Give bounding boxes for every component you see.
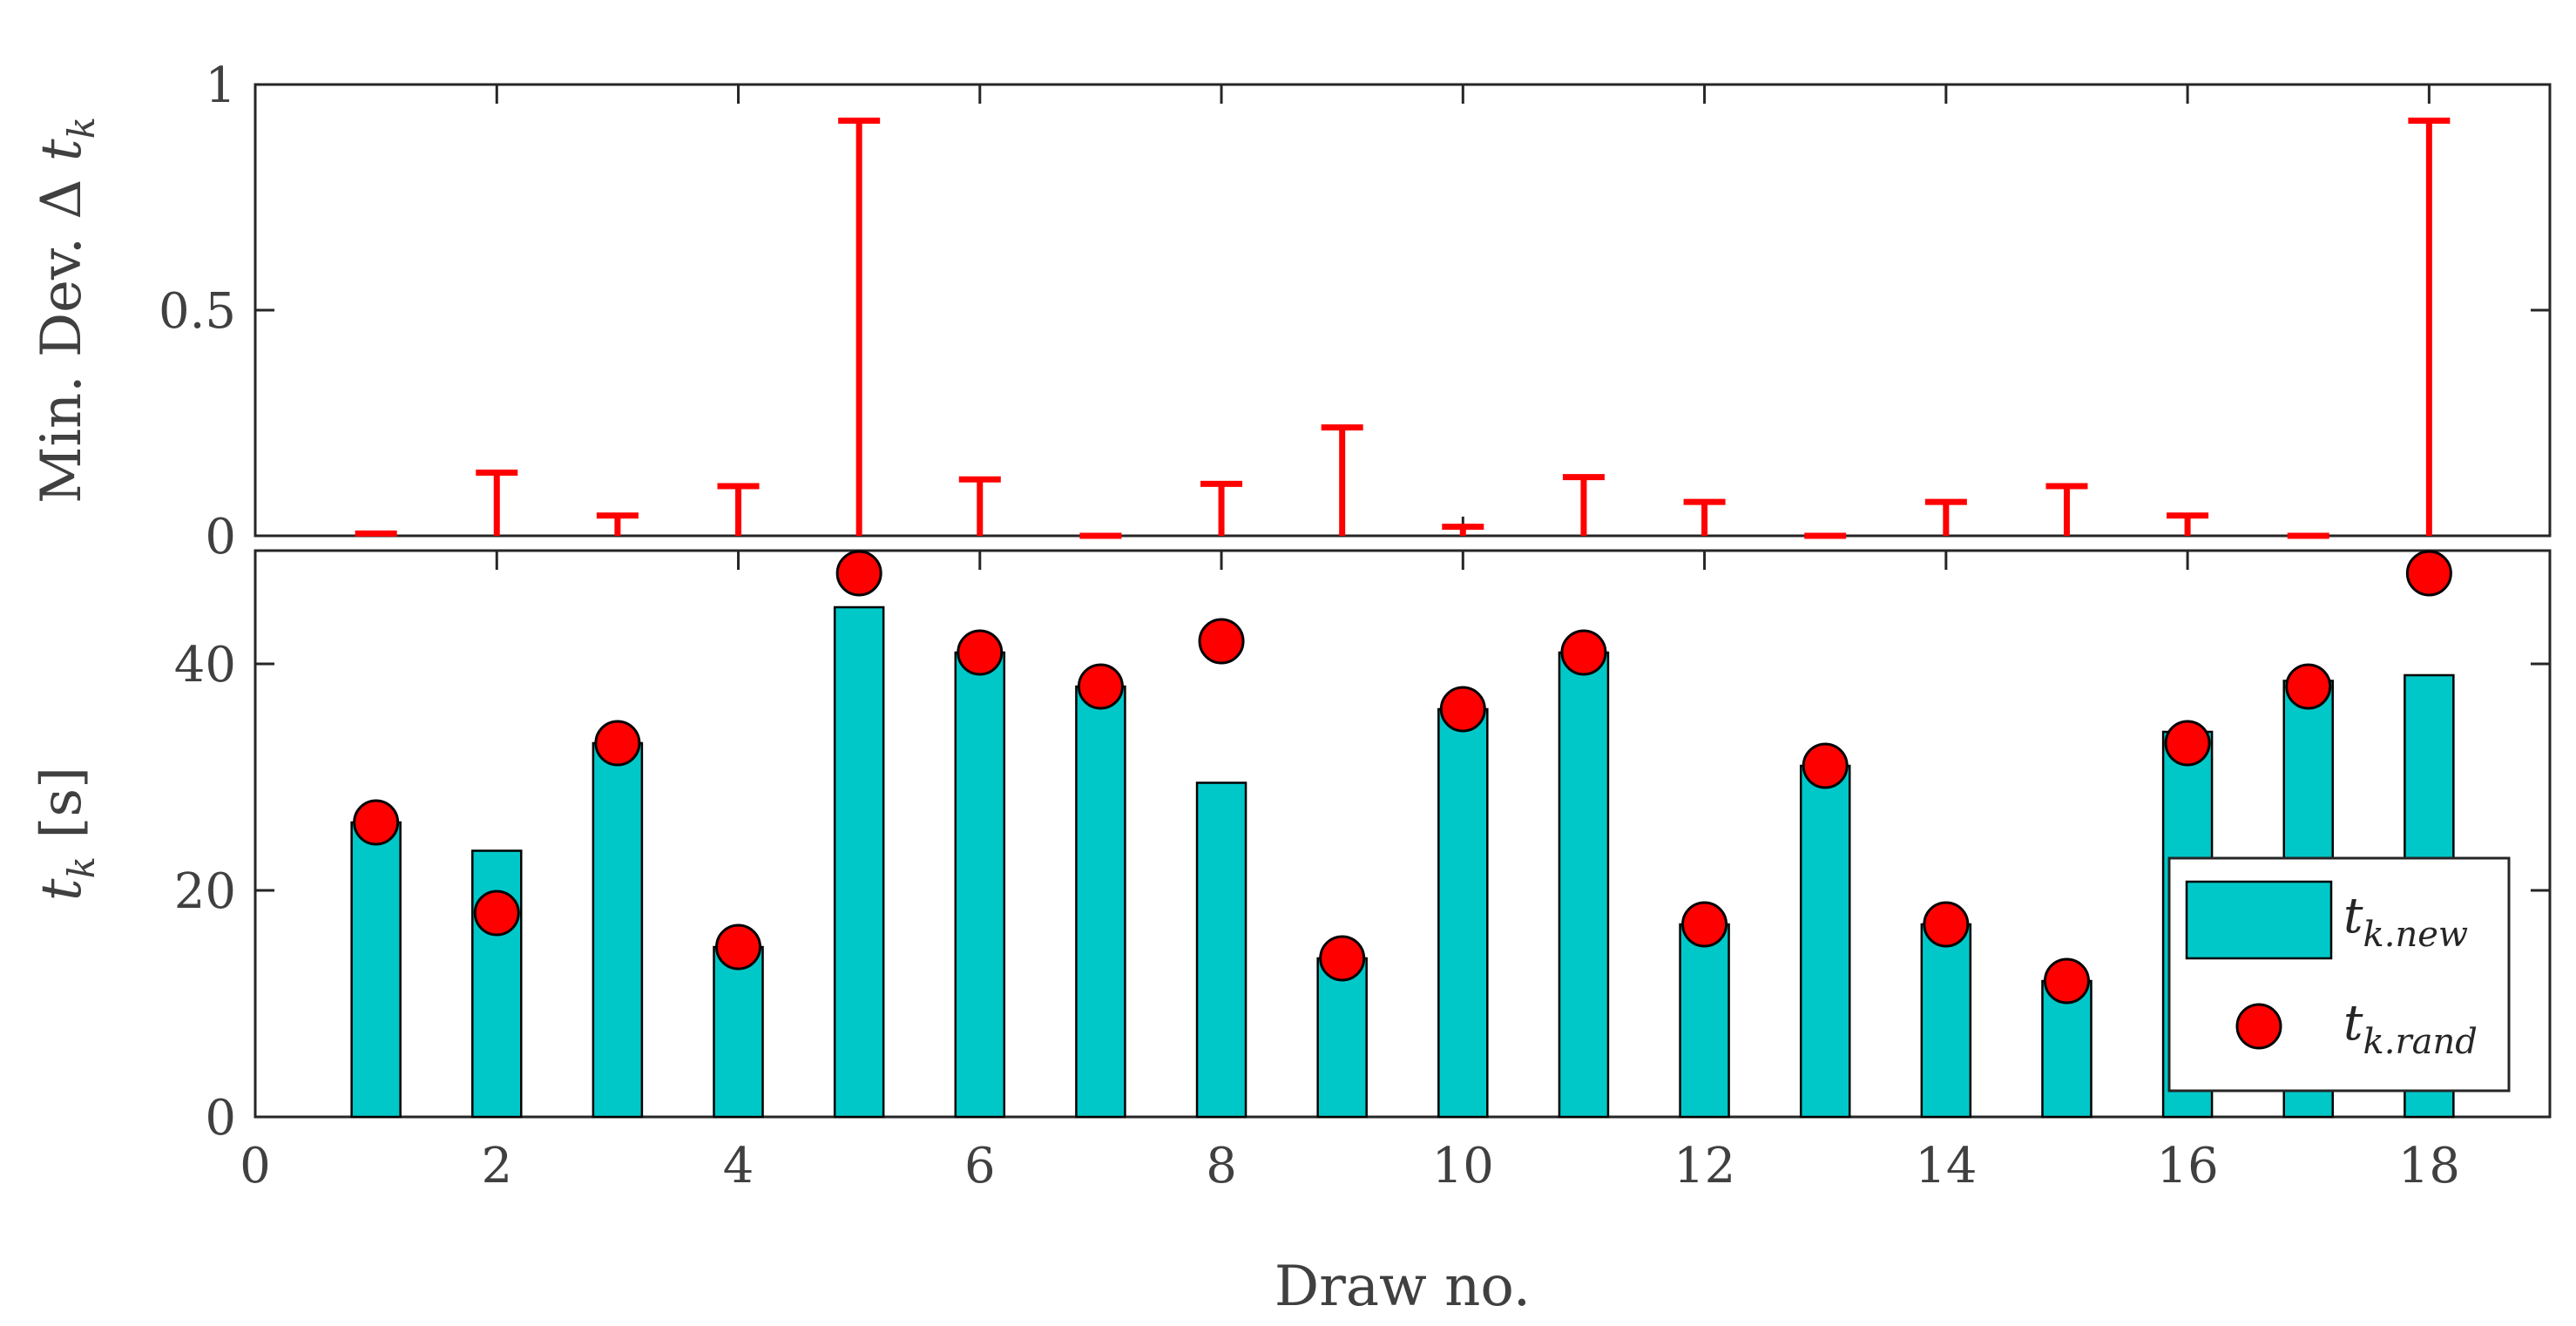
x-tick-label: 8 bbox=[1206, 1138, 1237, 1194]
marker-t-k-rand bbox=[594, 720, 641, 767]
top-y-axis-label: Min. Dev. Δ tk bbox=[30, 117, 103, 504]
bar-t-k-new bbox=[350, 821, 402, 1119]
top-axes-box bbox=[254, 83, 2552, 538]
marker-t-k-rand bbox=[957, 629, 1004, 676]
marker-t-k-rand bbox=[2164, 720, 2211, 767]
marker-t-k-rand bbox=[2285, 663, 2332, 710]
bar-t-k-new bbox=[1075, 685, 1126, 1119]
marker-t-k-rand bbox=[1439, 686, 1486, 733]
bottom-panel: 0 20 40 0 2 4 6 8 10 12 14 16 18 tk [s] Draw no. tk.new… bbox=[30, 549, 2552, 1319]
bottom-y-tick-label: 20 bbox=[174, 863, 236, 920]
legend-label-t-k-rand: tk.rand bbox=[2343, 995, 2478, 1062]
bar-t-k-new bbox=[1799, 764, 1851, 1119]
bar-t-k-new bbox=[713, 945, 764, 1119]
x-tick-label: 18 bbox=[2398, 1138, 2460, 1194]
marker-t-k-rand bbox=[2043, 957, 2090, 1005]
bar-t-k-new bbox=[1558, 651, 1610, 1119]
bottom-y-tick-label: 40 bbox=[174, 637, 236, 693]
marker-t-k-rand bbox=[835, 550, 882, 597]
bottom-y-tick-label: 0 bbox=[205, 1090, 236, 1147]
marker-t-k-rand bbox=[1802, 742, 1849, 789]
marker-t-k-rand bbox=[473, 890, 520, 937]
marker-t-k-rand bbox=[1319, 935, 1366, 982]
bar-t-k-new bbox=[592, 741, 644, 1119]
x-tick-label: 14 bbox=[1915, 1138, 1977, 1194]
x-tick-label: 6 bbox=[964, 1138, 996, 1194]
x-tick-label: 0 bbox=[240, 1138, 271, 1194]
marker-t-k-rand bbox=[353, 799, 400, 846]
marker-t-k-rand bbox=[1077, 663, 1124, 710]
legend: tk.new tk.rand bbox=[2167, 856, 2511, 1093]
x-tick-label: 2 bbox=[481, 1138, 512, 1194]
top-panel: 0 0.5 1 Min. Dev. Δ tk bbox=[30, 58, 2552, 565]
bar-t-k-new bbox=[1679, 923, 1730, 1119]
x-tick-label: 12 bbox=[1673, 1138, 1735, 1194]
x-tick-label: 16 bbox=[2156, 1138, 2218, 1194]
top-y-tick-label: 1 bbox=[205, 58, 236, 114]
legend-marker-t-k-rand bbox=[2235, 1003, 2282, 1050]
marker-t-k-rand bbox=[2405, 550, 2452, 597]
legend-swatch-t-k-new bbox=[2185, 880, 2333, 960]
bar-t-k-new bbox=[954, 651, 1006, 1119]
bar-t-k-new bbox=[1920, 923, 1972, 1119]
legend-label-t-k-new: tk.new bbox=[2343, 888, 2468, 955]
bar-t-k-new bbox=[1316, 957, 1368, 1119]
bar-t-k-new bbox=[1195, 781, 1247, 1119]
bottom-y-axis-label: tk [s] bbox=[30, 767, 103, 901]
bar-t-k-new bbox=[833, 605, 885, 1119]
top-y-tick-label: 0.5 bbox=[159, 283, 236, 340]
marker-t-k-rand bbox=[1560, 629, 1607, 676]
marker-t-k-rand bbox=[1681, 901, 1728, 948]
x-tick-label: 10 bbox=[1432, 1138, 1494, 1194]
top-y-tick-label: 0 bbox=[205, 509, 236, 565]
marker-t-k-rand bbox=[715, 923, 762, 971]
x-axis-label: Draw no. bbox=[1274, 1255, 1531, 1319]
x-tick-label: 4 bbox=[723, 1138, 754, 1194]
bar-t-k-new bbox=[1437, 707, 1489, 1119]
marker-t-k-rand bbox=[1923, 901, 1970, 948]
marker-t-k-rand bbox=[1198, 618, 1245, 665]
bottom-axes-box bbox=[254, 549, 2552, 1119]
